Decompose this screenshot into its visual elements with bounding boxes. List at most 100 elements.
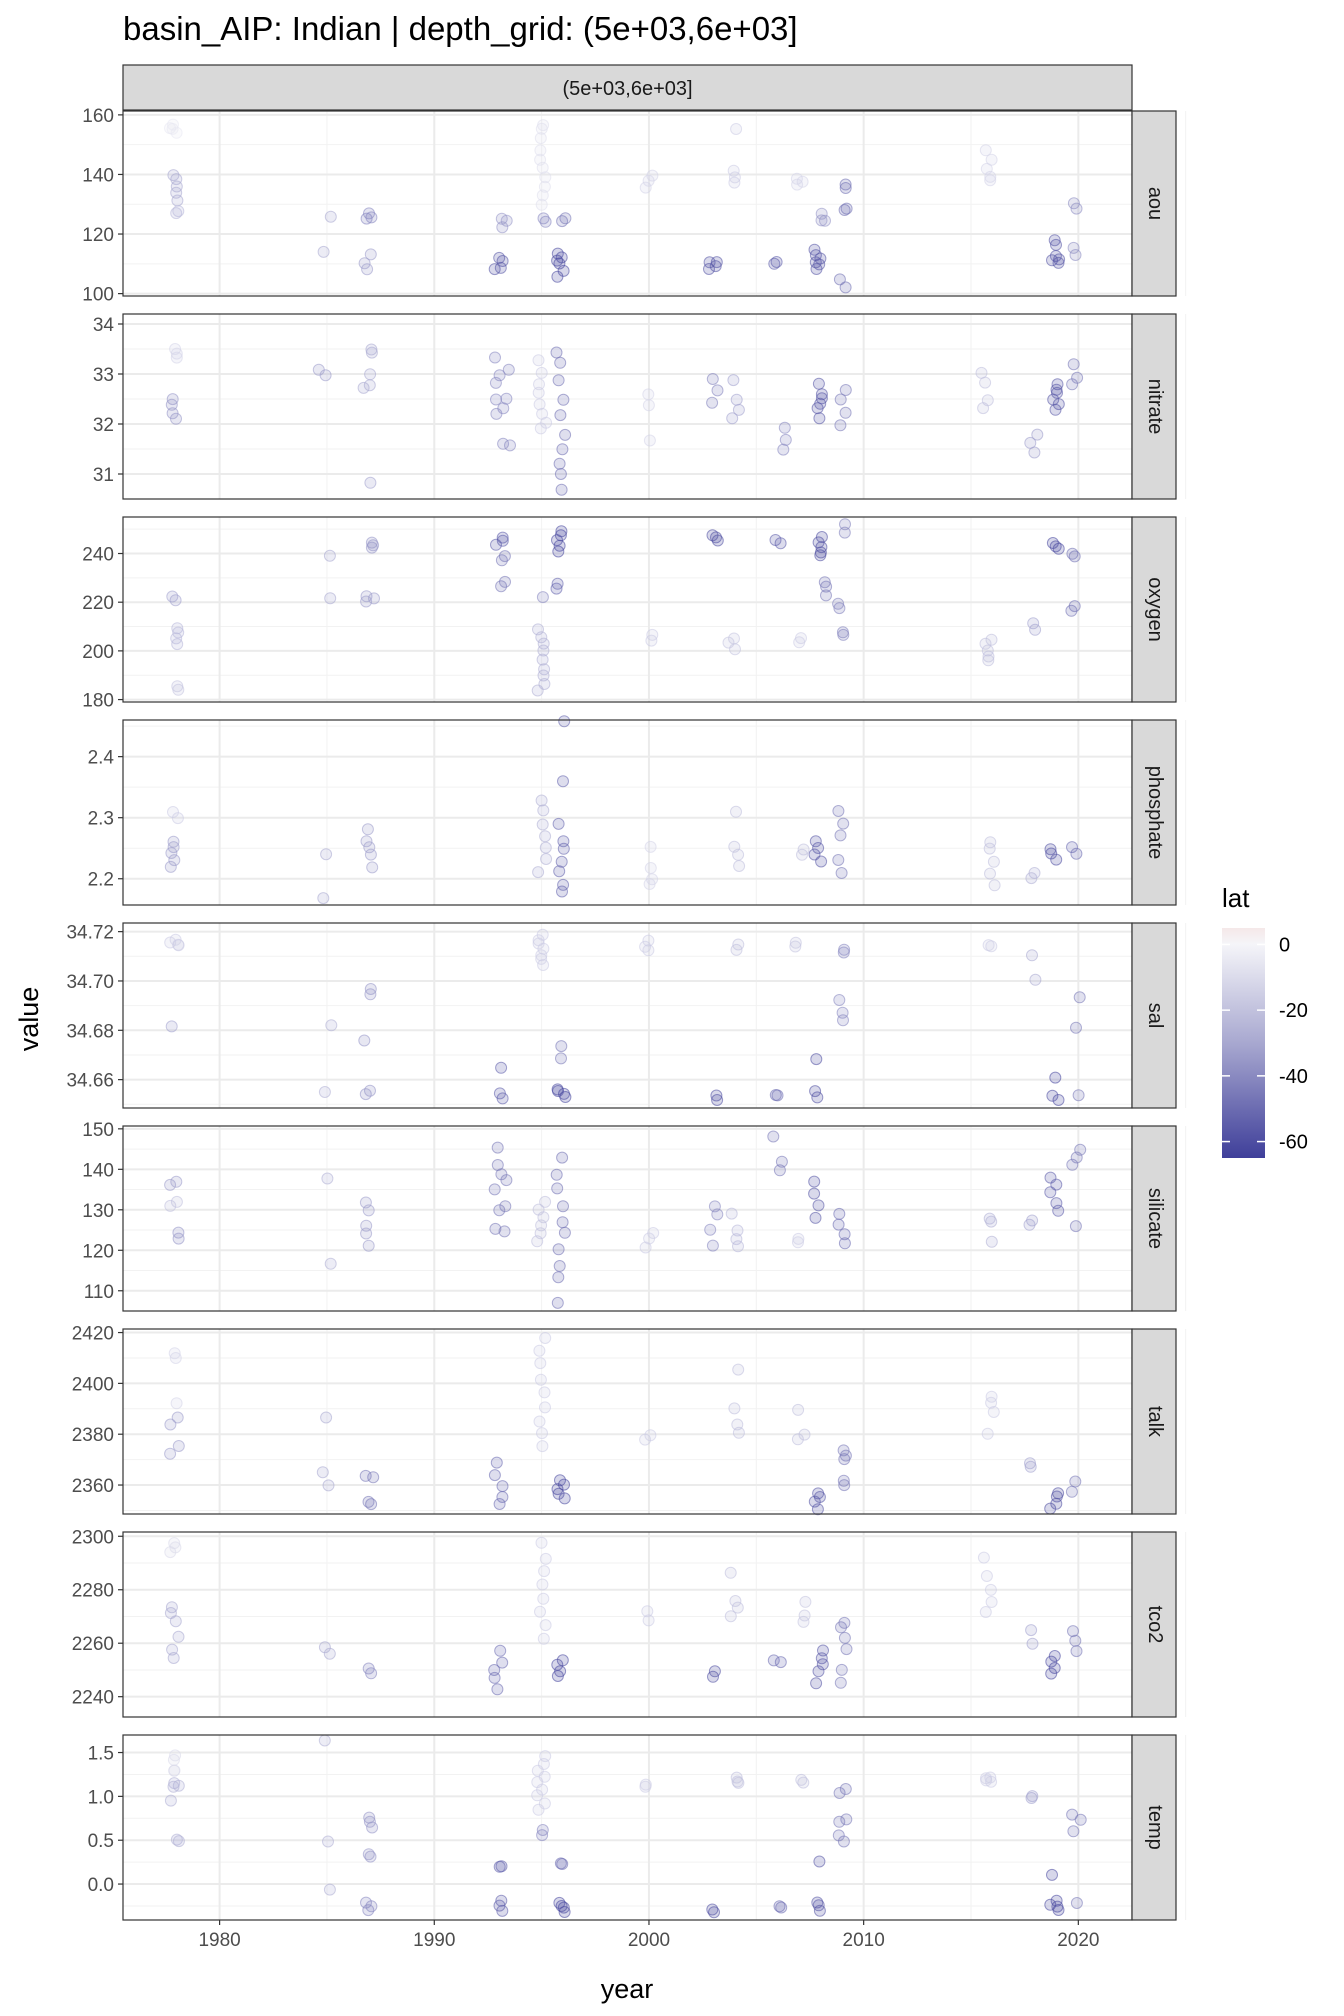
data-point [711,1094,724,1106]
data-point [537,669,550,682]
data-point [534,422,547,435]
data-point [322,1835,334,1848]
data-point [809,835,822,848]
data-point [554,356,567,369]
data-point [489,1222,502,1235]
x-tick-label: 1980 [198,1930,240,1951]
data-point [839,518,851,531]
data-point [499,1200,512,1213]
data-point [833,1815,846,1828]
panel-background [123,314,1132,499]
data-point [556,1216,569,1229]
row-strip-label: oxygen [1144,577,1166,642]
data-point [172,1835,185,1848]
data-point [488,263,501,276]
data-point [488,1469,501,1482]
data-point [837,817,850,830]
column-strip-label: (5e+03,6e+03] [562,78,692,100]
data-point [834,419,847,432]
row-strip-tco2 [1131,1531,1177,1718]
data-point [839,406,852,419]
data-point [833,994,846,1006]
data-point [641,1605,654,1618]
data-point [536,1427,548,1440]
y-tick-label: 33 [93,365,114,386]
data-point [504,439,516,452]
data-point [1029,623,1042,636]
data-point [533,398,546,411]
data-point [167,1753,180,1766]
data-point [815,207,828,220]
data-point [500,1174,513,1187]
data-point [491,1683,504,1696]
y-tick-label: 34.68 [66,1021,114,1042]
data-point [168,854,181,867]
data-point [985,1596,998,1608]
y-tick-label: 1.0 [88,1787,114,1808]
data-point [985,1215,998,1228]
data-point [725,1207,738,1220]
data-point [837,1014,849,1027]
data-point [1072,1089,1085,1102]
data-point [556,885,568,898]
data-point [1044,843,1057,856]
legend-title: lat [1222,883,1250,913]
data-point [551,1670,564,1682]
data-point [164,1546,177,1559]
data-point [645,634,658,647]
data-point [532,866,545,879]
data-point [168,1764,181,1777]
data-point [360,212,373,225]
y-tick-label: 2260 [72,1634,114,1655]
data-point [839,1783,852,1795]
data-point [364,476,377,489]
data-point [819,214,831,227]
data-point [165,847,178,859]
data-point [815,855,828,868]
data-point [556,443,569,456]
data-point [364,848,377,861]
data-point [1070,1021,1082,1034]
data-point [532,1803,545,1816]
data-point [165,398,178,411]
data-point [1044,1502,1057,1515]
data-point [496,1491,509,1503]
data-point [167,1652,180,1664]
data-point [1052,1204,1065,1217]
y-tick-label: 2240 [72,1688,114,1709]
data-point [981,644,994,657]
data-point [534,1373,547,1386]
y-tick-label: 180 [82,691,114,712]
data-point [639,1780,652,1793]
data-point [835,1621,847,1634]
data-point [317,892,330,905]
data-point [170,1833,183,1846]
data-point [171,812,184,825]
data-point [642,1614,655,1627]
data-point [793,636,806,649]
data-point [833,273,846,286]
y-tick-label: 130 [82,1201,114,1222]
data-point [555,1040,568,1053]
y-tick-label: 31 [93,465,114,486]
data-point [832,805,845,817]
y-tick-label: 200 [82,642,114,663]
data-point [814,549,827,562]
row-strip-temp [1131,1734,1177,1921]
data-point [172,1226,185,1239]
data-point [539,1619,552,1632]
data-point [551,534,563,547]
data-point [710,1089,723,1102]
data-point [1068,550,1081,563]
data-point [1070,1151,1083,1164]
data-point [706,1239,719,1252]
data-point [495,580,508,593]
data-point [643,1232,656,1245]
data-point [771,1089,784,1102]
data-point [324,592,337,605]
data-point [164,1418,177,1431]
data-point [531,1235,544,1248]
data-point [367,1471,380,1484]
data-point [538,1565,551,1578]
data-point [646,169,659,182]
